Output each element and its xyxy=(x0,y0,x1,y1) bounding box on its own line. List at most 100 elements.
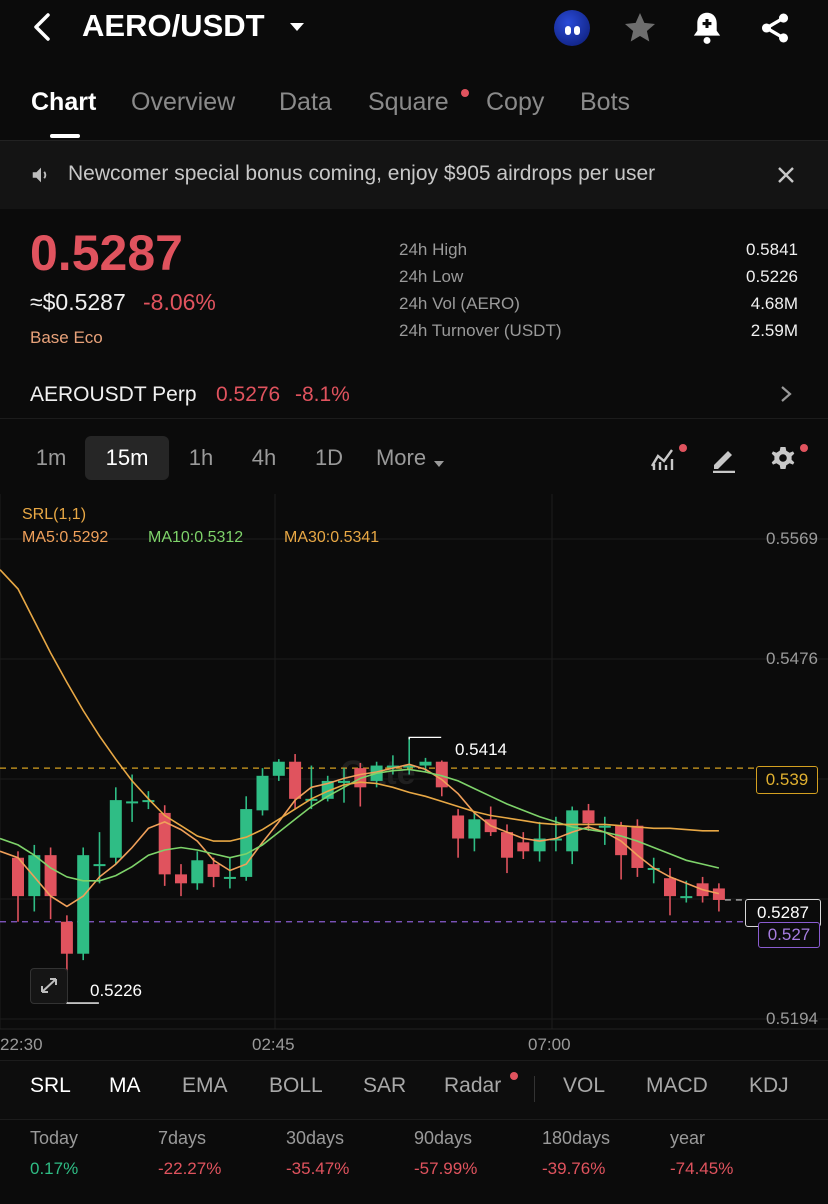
perf-value: -22.27% xyxy=(158,1159,222,1178)
tab-overview[interactable]: Overview xyxy=(131,88,236,116)
indicator-sar[interactable]: SAR xyxy=(363,1074,407,1097)
candle-body xyxy=(175,874,187,884)
timeframe-1d[interactable]: 1D xyxy=(314,445,344,470)
candle-body xyxy=(549,838,562,841)
main-tabs: Chart Overview Data Square Copy Bots xyxy=(0,88,828,141)
candle-body xyxy=(207,864,220,877)
candle-body xyxy=(419,761,432,766)
back-icon[interactable] xyxy=(28,12,58,42)
candle-body xyxy=(435,761,448,788)
radar-badge xyxy=(510,1072,518,1080)
perf-label: Today xyxy=(30,1128,79,1148)
share-icon[interactable] xyxy=(758,10,792,51)
expand-chart-icon[interactable] xyxy=(30,968,68,1004)
tab-square[interactable]: Square xyxy=(368,88,449,116)
perp-name: AEROUSDT Perp xyxy=(30,383,197,406)
y-tick: 0.5569 xyxy=(766,529,818,548)
perf-value: -39.76% xyxy=(542,1159,606,1178)
tab-data[interactable]: Data xyxy=(279,88,332,116)
candle-body xyxy=(517,842,530,852)
candle-body xyxy=(191,860,204,884)
low-price-label: 0.5226 xyxy=(90,981,142,1000)
stat-value: 2.59M xyxy=(750,321,798,340)
indicator-macd[interactable]: MACD xyxy=(646,1074,708,1097)
candle-body xyxy=(566,810,579,852)
ma-line-ma10 xyxy=(0,768,720,882)
timeframe-more[interactable]: More xyxy=(375,445,427,470)
ecosystem-tag[interactable]: Base Eco xyxy=(30,328,103,347)
line-539-tag[interactable]: 0.539 xyxy=(756,766,818,794)
indicator-vol[interactable]: VOL xyxy=(563,1074,606,1097)
candle-body xyxy=(533,838,546,852)
candle-body xyxy=(77,855,90,954)
price-change: -8.06% xyxy=(143,289,216,315)
pair-dropdown-icon[interactable] xyxy=(288,20,306,38)
x-tick: 02:45 xyxy=(252,1035,295,1054)
ma-line-ma5 xyxy=(0,763,720,908)
indicator-divider xyxy=(534,1076,535,1102)
timeframe-1h[interactable]: 1h xyxy=(188,445,214,470)
perf-value: -57.99% xyxy=(414,1159,478,1178)
stat-label: 24h High xyxy=(399,240,468,259)
candlestick-chart[interactable]: Gate xyxy=(0,494,828,1060)
indicator-bar xyxy=(0,1060,828,1120)
line-527-tag[interactable]: 0.527 xyxy=(758,922,820,948)
candle-body xyxy=(386,765,399,768)
perf-label: 7days xyxy=(158,1128,207,1148)
chart-area[interactable]: Gate SRL(1,1) MA5:0.5292 MA10:0.5312 MA3… xyxy=(0,494,828,1060)
perf-value: -35.47% xyxy=(286,1159,350,1178)
indicator-ema[interactable]: EMA xyxy=(182,1074,228,1097)
timeframe-1m[interactable]: 1m xyxy=(35,445,67,470)
banner-text: Newcomer special bonus coming, enjoy $90… xyxy=(68,162,656,185)
high-leader xyxy=(408,736,442,740)
high-price-label: 0.5414 xyxy=(455,740,507,759)
usd-price: ≈$0.5287 xyxy=(30,289,126,315)
favorite-star-icon[interactable] xyxy=(622,10,658,51)
candle-body xyxy=(28,855,41,897)
candle-body xyxy=(240,809,253,877)
candle-body xyxy=(664,878,676,897)
stat-label: 24h Vol (AERO) xyxy=(399,294,520,313)
indicator-boll[interactable]: BOLL xyxy=(269,1074,323,1097)
legend-ma5: MA5:0.5292 xyxy=(22,529,109,546)
perp-price: 0.5276 xyxy=(216,383,281,406)
candle-body xyxy=(582,810,595,824)
candle-body xyxy=(631,825,644,868)
indicators-icon[interactable] xyxy=(649,444,677,477)
speaker-icon xyxy=(30,164,52,191)
candle-body xyxy=(598,825,611,828)
more-dropdown-icon[interactable] xyxy=(433,455,445,473)
candle-body xyxy=(712,888,725,900)
settings-gear-icon[interactable] xyxy=(769,444,797,477)
avatar-icon[interactable] xyxy=(554,10,590,46)
close-icon[interactable] xyxy=(777,166,795,189)
stat-value: 4.68M xyxy=(750,294,798,313)
perp-row[interactable]: AEROUSDT Perp 0.5276 -8.1% xyxy=(0,368,828,419)
perf-label: 180days xyxy=(542,1128,611,1148)
indicator-kdj[interactable]: KDJ xyxy=(749,1074,789,1097)
candle-body xyxy=(403,765,416,768)
perp-change: -8.1% xyxy=(295,383,350,406)
y-tick: 0.5476 xyxy=(766,649,818,668)
timeframe-15m[interactable]: 15m xyxy=(85,436,169,480)
tab-chart-underline xyxy=(50,134,80,138)
candle-body xyxy=(305,798,318,801)
candle-body xyxy=(647,867,660,870)
legend-ma30: MA30:0.5341 xyxy=(284,529,380,546)
candle-body xyxy=(468,819,481,839)
tab-bots[interactable]: Bots xyxy=(580,88,631,116)
indicator-srl[interactable]: SRL xyxy=(30,1074,71,1097)
candle-body xyxy=(501,832,513,858)
stat-value: 0.5226 xyxy=(746,267,798,286)
indicator-ma[interactable]: MA xyxy=(109,1074,141,1097)
pair-title[interactable]: AERO/USDT xyxy=(82,8,265,43)
timeframe-4h[interactable]: 4h xyxy=(251,445,277,470)
announcement-banner[interactable]: Newcomer special bonus coming, enjoy $90… xyxy=(0,141,828,209)
tab-chart[interactable]: Chart xyxy=(31,88,97,116)
stat-label: 24h Low xyxy=(399,267,464,286)
draw-pencil-icon[interactable] xyxy=(710,445,738,478)
candle-body xyxy=(60,921,73,954)
price-alert-bell-icon[interactable] xyxy=(690,10,724,51)
tab-copy[interactable]: Copy xyxy=(486,88,545,116)
indicator-radar[interactable]: Radar xyxy=(444,1074,502,1097)
